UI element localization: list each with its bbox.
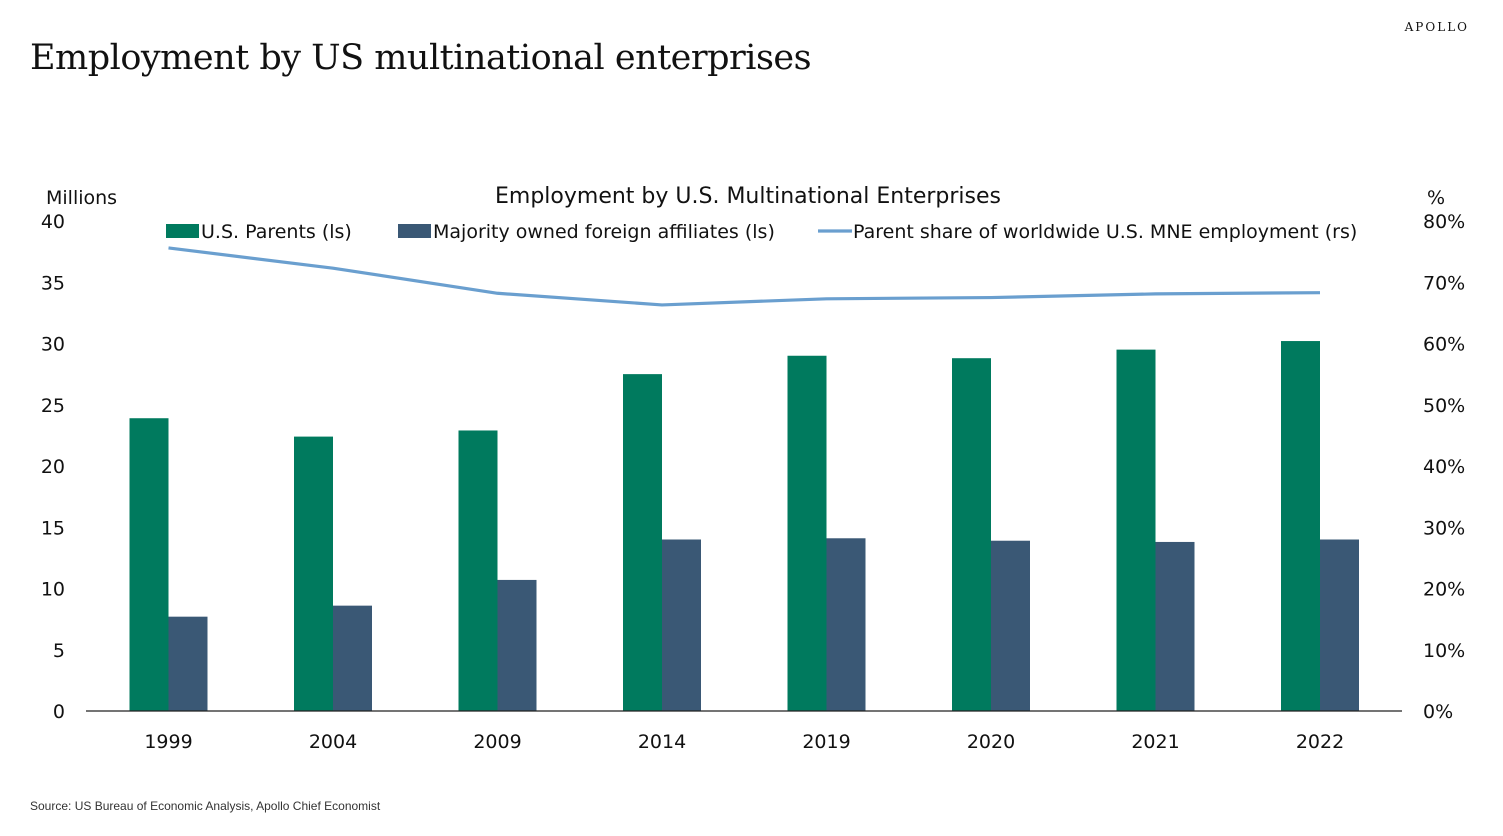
x-tick-label: 2021	[1131, 731, 1179, 753]
right-tick-label: 40%	[1423, 456, 1465, 478]
right-tick-label: 10%	[1423, 640, 1465, 662]
bar-us-parents	[1281, 341, 1320, 711]
bar-us-parents	[129, 418, 169, 711]
bar-foreign-affiliates	[826, 538, 866, 711]
bar-foreign-affiliates	[168, 616, 208, 711]
x-tick-label: 2019	[802, 731, 850, 753]
legend-label-us-parents: U.S. Parents (ls)	[201, 221, 352, 243]
line-parent-share	[168, 246, 1321, 307]
left-tick-label: 30	[41, 334, 65, 356]
x-tick-label: 2014	[638, 731, 686, 753]
bar-foreign-affiliates	[662, 539, 701, 711]
bar-foreign-affiliates	[497, 579, 537, 711]
legend-label-foreign-affiliates: Majority owned foreign affiliates (ls)	[433, 221, 775, 243]
left-axis-label: Millions	[46, 187, 117, 209]
left-tick-label: 5	[53, 640, 65, 662]
left-tick-label: 35	[41, 272, 65, 294]
bar-foreign-affiliates	[991, 540, 1030, 711]
left-tick-label: 40	[41, 211, 65, 233]
right-tick-label: 0%	[1423, 701, 1453, 723]
chart-title: Employment by U.S. Multinational Enterpr…	[495, 184, 1001, 209]
brand-logo: APOLLO	[1404, 20, 1469, 34]
bar-foreign-affiliates	[1320, 539, 1359, 711]
left-tick-label: 25	[41, 395, 65, 417]
bar-us-parents	[952, 358, 991, 711]
right-tick-label: 50%	[1423, 395, 1465, 417]
bars	[129, 341, 1359, 711]
legend: U.S. Parents (ls) Majority owned foreign …	[166, 221, 1357, 243]
left-tick-label: 15	[41, 517, 65, 539]
left-axis-ticks: 0 5 10 15 20 25 30 35 40	[41, 211, 65, 723]
right-axis-label: %	[1427, 187, 1445, 209]
right-axis-ticks: 0% 10% 20% 30% 40% 50% 60% 70% 80%	[1423, 211, 1465, 723]
bar-us-parents	[1116, 349, 1156, 711]
right-tick-label: 80%	[1423, 211, 1465, 233]
x-tick-label: 2020	[967, 731, 1015, 753]
legend-swatch-us-parents	[166, 224, 199, 238]
bar-us-parents	[787, 355, 827, 711]
x-tick-label: 2009	[473, 731, 521, 753]
x-tick-label: 2022	[1296, 731, 1344, 753]
slide-title: Employment by US multinational enterpris…	[30, 38, 812, 78]
bar-foreign-affiliates	[1155, 541, 1195, 711]
legend-swatch-foreign-affiliates	[398, 224, 431, 238]
right-tick-label: 60%	[1423, 334, 1465, 356]
right-tick-label: 30%	[1423, 517, 1465, 539]
legend-label-parent-share: Parent share of worldwide U.S. MNE emplo…	[853, 221, 1357, 243]
x-tick-label: 2004	[309, 731, 357, 753]
x-tick-label: 1999	[144, 731, 192, 753]
right-tick-label: 70%	[1423, 272, 1465, 294]
bar-us-parents	[623, 374, 662, 711]
left-tick-label: 20	[41, 456, 65, 478]
share-line-layer	[168, 246, 1321, 307]
x-axis-ticks: 1999 2004 2009 2014 2019 2020 2021 2022	[144, 731, 1344, 753]
right-tick-label: 20%	[1423, 579, 1465, 601]
source-note: Source: US Bureau of Economic Analysis, …	[30, 799, 381, 813]
left-tick-label: 0	[53, 701, 65, 723]
left-tick-label: 10	[41, 579, 65, 601]
bar-us-parents	[294, 436, 333, 711]
bar-foreign-affiliates	[333, 605, 372, 711]
bar-us-parents	[458, 430, 498, 711]
